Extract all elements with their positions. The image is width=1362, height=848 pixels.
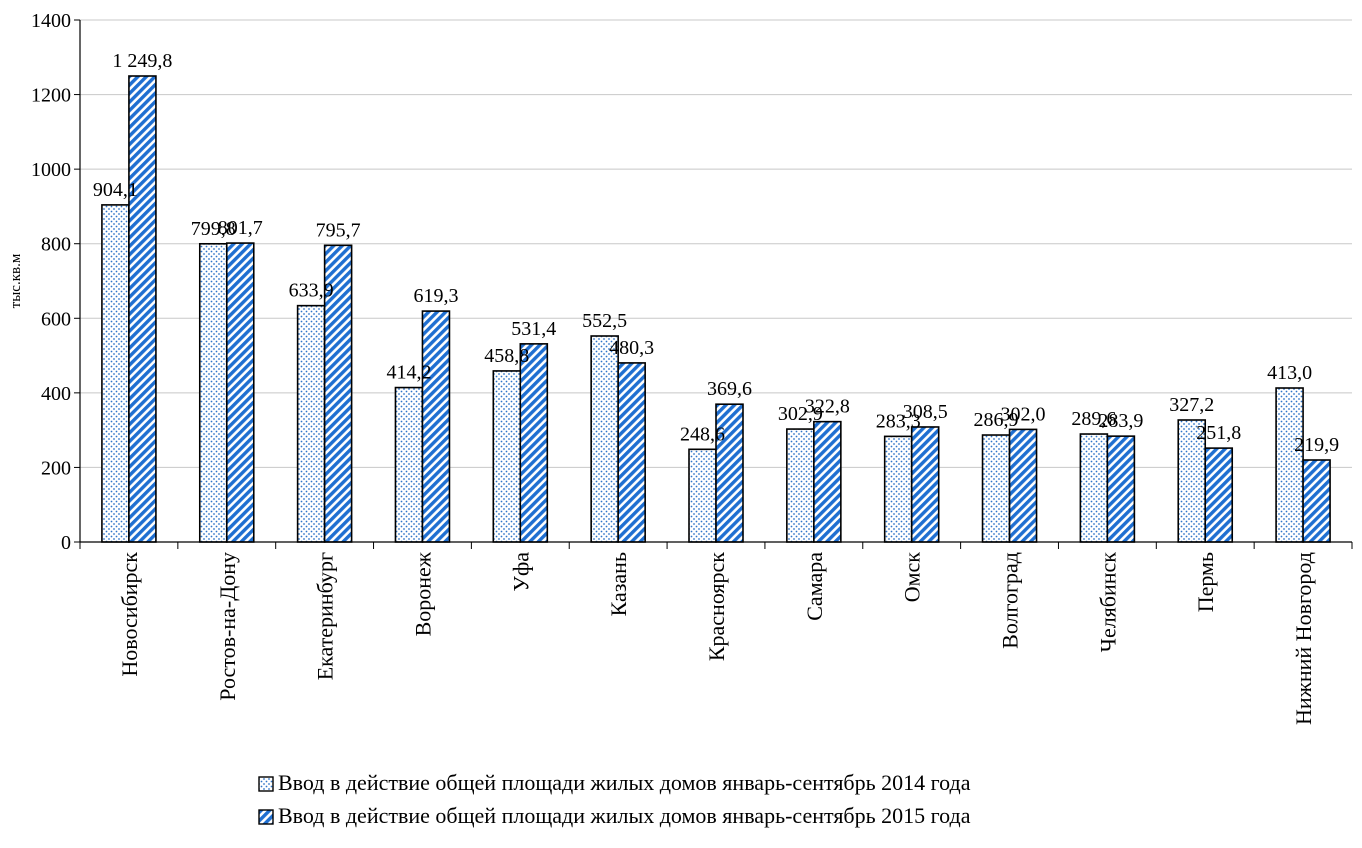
data-label: 414,2: [386, 362, 431, 384]
y-tick-label: 600: [41, 308, 71, 330]
category-label: Челябинск: [1095, 552, 1120, 653]
data-label: 458,8: [484, 345, 529, 367]
category-label: Красноярск: [704, 552, 729, 661]
category-label: Пермь: [1193, 552, 1218, 612]
axes: [79, 20, 1353, 549]
category-label: Воронеж: [410, 551, 435, 636]
bar-2014: [688, 448, 717, 543]
category-label: Новосибирск: [117, 552, 142, 677]
data-label: 302,9: [778, 403, 823, 425]
y-tick-label: 400: [41, 383, 71, 405]
data-label: 251,8: [1196, 422, 1241, 444]
category-label: Екатеринбург: [313, 552, 338, 680]
data-label: 219,9: [1294, 434, 1339, 456]
bar-2015: [519, 343, 549, 543]
y-tick-label: 800: [41, 234, 71, 256]
data-label: 289,6: [1071, 408, 1116, 430]
legend-item-2014: Ввод в действие общей площади жилых домо…: [258, 770, 971, 795]
data-label: 413,0: [1267, 362, 1312, 384]
category-label: Нижний Новгород: [1291, 552, 1316, 725]
y-axis-label: тыс.кв.м: [8, 253, 24, 308]
data-label: 283,9: [1098, 410, 1143, 432]
data-label: 327,2: [1169, 394, 1214, 416]
data-label: 633,9: [289, 280, 334, 302]
data-label: 322,8: [805, 396, 850, 418]
y-tick-label: 1400: [31, 10, 71, 32]
data-label: 283,3: [876, 410, 921, 432]
data-label: 1 249,8: [112, 50, 172, 72]
data-label: 480,3: [609, 337, 654, 359]
y-axis-ticks: 0 200 400 600 800 1000 1200 1400: [31, 10, 80, 554]
bar-2015: [1008, 428, 1038, 543]
data-label: 904,1: [93, 179, 138, 201]
bar-2015: [1204, 447, 1234, 543]
legend-swatch: [258, 809, 274, 825]
bar-2014: [492, 370, 522, 543]
bar-2015: [128, 75, 157, 543]
y-tick-label: 0: [61, 532, 71, 554]
bar-2015: [421, 310, 451, 543]
category-label: Ростов-на-Дону: [215, 552, 240, 701]
bar-2015: [715, 403, 744, 543]
data-label: 799,8: [191, 218, 236, 240]
data-label: 619,3: [413, 285, 458, 307]
bar-2014: [198, 242, 228, 543]
bar-2014: [1079, 433, 1109, 543]
y-tick-label: 200: [41, 457, 71, 479]
data-label: 552,5: [582, 310, 627, 332]
bar-2015: [1302, 459, 1331, 543]
bar-2014: [1275, 387, 1304, 543]
bars: [101, 75, 1331, 543]
category-label: Омск: [900, 552, 925, 603]
data-label: 302,0: [1001, 403, 1046, 425]
legend-label: Ввод в действие общей площади жилых домо…: [278, 803, 971, 828]
bar-2015: [813, 420, 842, 543]
data-label: 286,9: [974, 409, 1019, 431]
bar-2014: [786, 428, 815, 543]
gridlines: [80, 19, 1352, 468]
data-label: 369,6: [707, 378, 752, 400]
data-label: 308,5: [903, 401, 948, 423]
category-label: Самара: [802, 552, 827, 621]
bar-2015: [225, 242, 255, 543]
bar-2014: [101, 204, 130, 543]
bar-2014: [981, 434, 1011, 543]
bar-2015: [617, 362, 646, 543]
category-label: Волгоград: [998, 552, 1023, 649]
bar-2014: [1177, 419, 1207, 543]
bar-2014: [883, 435, 913, 543]
bar-2014: [590, 335, 619, 543]
legend: Ввод в действие общей площади жилых домо…: [258, 770, 971, 828]
bar-2015: [910, 426, 940, 543]
bar-2015: [323, 244, 353, 543]
bar-2014: [296, 304, 326, 543]
data-label: 801,7: [218, 217, 263, 239]
legend-swatch: [258, 776, 274, 792]
category-label: Казань: [606, 552, 631, 616]
bar-2015: [1106, 435, 1136, 543]
legend-label: Ввод в действие общей площади жилых домо…: [278, 770, 971, 795]
data-label: 248,6: [680, 423, 725, 445]
bar-2014: [394, 386, 424, 543]
category-labels: Новосибирск Ростов-на-Дону Екатеринбург Вор…: [117, 551, 1316, 725]
legend-item-2015: Ввод в действие общей площади жилых домо…: [258, 803, 971, 828]
category-label: Уфа: [508, 552, 533, 592]
data-label: 795,7: [316, 219, 361, 241]
data-label: 531,4: [511, 318, 556, 340]
y-tick-label: 1000: [31, 159, 71, 181]
y-tick-label: 1200: [31, 85, 71, 107]
